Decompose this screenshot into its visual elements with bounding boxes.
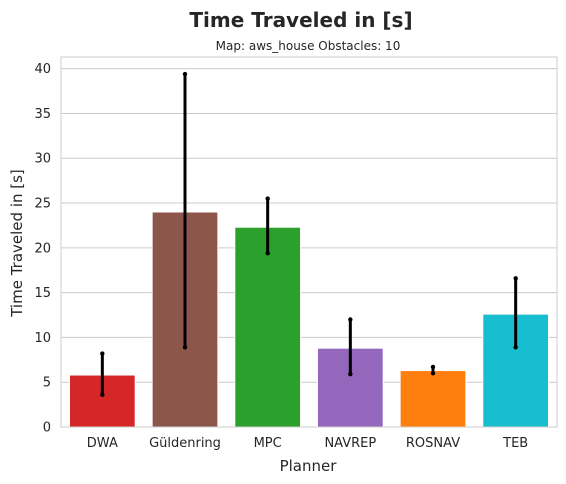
error-cap-high	[100, 351, 105, 356]
bar	[399, 370, 467, 428]
error-cap-low	[265, 250, 270, 256]
y-tick-label: 25	[34, 197, 51, 212]
chart-title: Time Traveled in [s]	[189, 8, 412, 32]
error-cap-high	[348, 317, 353, 322]
error-cap-low	[348, 371, 353, 377]
bar	[234, 226, 302, 428]
error-cap-high	[265, 196, 270, 201]
y-tick-label: 5	[43, 376, 51, 391]
y-tick-label: 0	[43, 421, 51, 436]
error-cap-high	[430, 364, 436, 370]
error-bars	[100, 71, 518, 397]
error-cap-low	[100, 392, 105, 397]
y-tick-label: 30	[34, 152, 51, 167]
x-axis-label: Planner	[280, 457, 338, 475]
error-cap-high	[513, 276, 518, 281]
bars	[68, 211, 550, 428]
y-tick-label: 15	[34, 286, 51, 301]
chart-subtitle: Map: aws_house Obstacles: 10	[216, 39, 401, 53]
error-cap-low	[430, 371, 436, 376]
y-tick-label: 20	[34, 241, 51, 256]
y-tick-label: 40	[34, 62, 51, 77]
axes-frame	[60, 56, 558, 428]
y-tick-labels: 0 5 10 15 20 25 30 35 40	[34, 62, 51, 435]
x-tick-label: TEB	[502, 436, 528, 451]
plot-frame	[60, 56, 558, 428]
x-tick-label: ROSNAV	[406, 436, 460, 451]
y-tick-label: 10	[34, 331, 51, 346]
y-axis-label: Time Traveled in [s]	[8, 169, 26, 318]
x-tick-label: DWA	[87, 436, 118, 451]
x-tick-label: MPC	[254, 436, 282, 451]
error-cap-low	[513, 345, 518, 350]
grid-lines	[61, 68, 557, 428]
error-cap-high	[182, 71, 188, 77]
x-tick-label: NAVREP	[324, 436, 376, 451]
x-tick-labels: DWA Güldenring MPC NAVREP ROSNAV TEB	[87, 436, 528, 451]
y-tick-label: 35	[34, 107, 51, 122]
error-cap-low	[182, 345, 188, 350]
x-tick-label: Güldenring	[149, 436, 221, 451]
